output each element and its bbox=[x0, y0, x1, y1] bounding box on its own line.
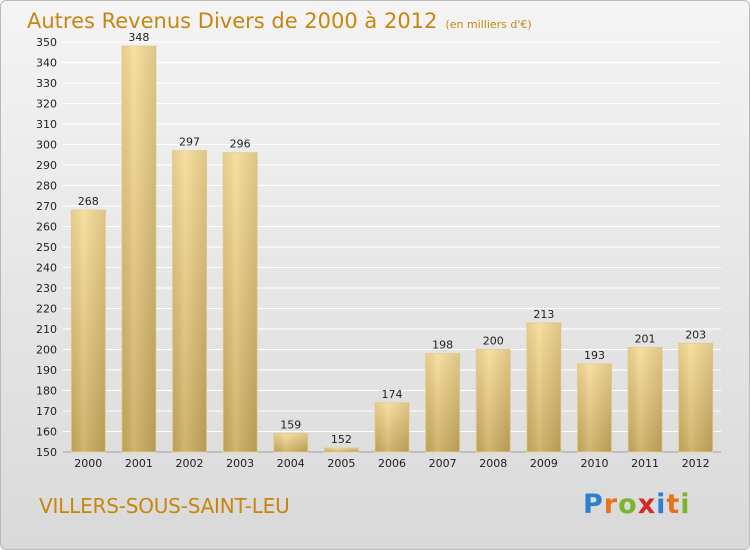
proxiti-logo: Proxiti bbox=[583, 489, 691, 520]
bar-shading bbox=[324, 447, 359, 452]
y-tick-label: 290 bbox=[36, 159, 57, 172]
bar-shading bbox=[375, 402, 409, 452]
data-label: 152 bbox=[331, 433, 352, 446]
y-tick-label: 250 bbox=[36, 241, 57, 254]
x-tick-label: 2009 bbox=[530, 457, 558, 470]
bar-shading bbox=[172, 150, 207, 452]
y-tick-label: 330 bbox=[36, 77, 57, 90]
logo-letter: i bbox=[656, 489, 667, 520]
y-tick-label: 230 bbox=[36, 282, 57, 295]
chart-subtitle: (en milliers d'€) bbox=[445, 18, 532, 31]
data-label: 268 bbox=[78, 195, 99, 208]
chart-title: Autres Revenus Divers de 2000 à 2012 bbox=[27, 9, 438, 33]
y-tick-label: 300 bbox=[36, 139, 57, 152]
chart-title-line: Autres Revenus Divers de 2000 à 2012 (en … bbox=[27, 9, 532, 33]
data-label: 159 bbox=[280, 419, 301, 432]
y-tick-label: 280 bbox=[36, 180, 57, 193]
x-tick-label: 2002 bbox=[176, 457, 204, 470]
x-tick-label: 2000 bbox=[74, 457, 102, 470]
logo-letter: r bbox=[603, 489, 619, 520]
x-tick-label: 2010 bbox=[580, 457, 608, 470]
x-tick-label: 2007 bbox=[429, 457, 457, 470]
data-label: 200 bbox=[483, 335, 504, 348]
y-tick-label: 180 bbox=[36, 385, 57, 398]
bar-shading bbox=[273, 433, 308, 452]
y-tick-label: 170 bbox=[36, 405, 57, 418]
y-tick-label: 270 bbox=[36, 200, 57, 213]
x-tick-label: 2011 bbox=[631, 457, 659, 470]
y-tick-label: 310 bbox=[36, 118, 57, 131]
data-label: 297 bbox=[179, 136, 200, 149]
data-label: 213 bbox=[533, 308, 554, 321]
x-tick-label: 2012 bbox=[682, 457, 710, 470]
y-axis-ticks: 150 160 170 180 190 200 210 220 230 240 250 260 270 2… bbox=[36, 36, 57, 459]
x-tick-label: 2001 bbox=[125, 457, 153, 470]
logo-letter: i bbox=[680, 489, 691, 520]
x-axis-ticks: 2000 2001 2002 2003 2004 2005 2006 2007 2008 2009… bbox=[74, 457, 709, 470]
bar-shading bbox=[425, 353, 460, 452]
logo-letter: o bbox=[618, 489, 638, 520]
bar-shading bbox=[678, 343, 713, 452]
x-tick-label: 2004 bbox=[277, 457, 305, 470]
y-tick-label: 210 bbox=[36, 323, 57, 336]
x-tick-label: 2005 bbox=[327, 457, 355, 470]
bar-shading bbox=[476, 349, 511, 452]
logo-letter: t bbox=[666, 489, 681, 520]
bar-shading bbox=[71, 210, 106, 452]
y-tick-label: 350 bbox=[36, 36, 57, 49]
data-label: 201 bbox=[635, 332, 656, 345]
y-tick-label: 260 bbox=[36, 221, 57, 234]
y-tick-label: 200 bbox=[36, 344, 57, 357]
y-tick-label: 220 bbox=[36, 303, 57, 316]
bar-shading bbox=[577, 363, 612, 452]
commune-name: VILLERS-SOUS-SAINT-LEU bbox=[39, 494, 290, 518]
data-label: 203 bbox=[685, 328, 706, 341]
y-tick-label: 160 bbox=[36, 426, 57, 439]
bar-shading bbox=[121, 46, 156, 452]
y-tick-label: 340 bbox=[36, 57, 57, 70]
x-tick-label: 2006 bbox=[378, 457, 406, 470]
x-tick-label: 2003 bbox=[226, 457, 254, 470]
x-tick-label: 2008 bbox=[479, 457, 507, 470]
data-label: 348 bbox=[128, 31, 149, 44]
logo-letter: x bbox=[637, 489, 657, 520]
bar-shading bbox=[526, 322, 561, 452]
y-tick-label: 240 bbox=[36, 262, 57, 275]
bar-shading bbox=[628, 347, 663, 452]
y-tick-label: 150 bbox=[36, 446, 57, 459]
data-label: 296 bbox=[230, 138, 251, 151]
y-tick-label: 320 bbox=[36, 98, 57, 111]
data-labels: 268 348 297 296 159 152 174 198 200 213 193 201 203 bbox=[78, 31, 706, 446]
logo-letter: P bbox=[583, 489, 604, 520]
bars bbox=[70, 45, 714, 453]
y-tick-label: 190 bbox=[36, 364, 57, 377]
data-label: 193 bbox=[584, 349, 605, 362]
data-label: 174 bbox=[382, 388, 403, 401]
data-label: 198 bbox=[432, 339, 453, 352]
bar-shading bbox=[223, 152, 258, 452]
